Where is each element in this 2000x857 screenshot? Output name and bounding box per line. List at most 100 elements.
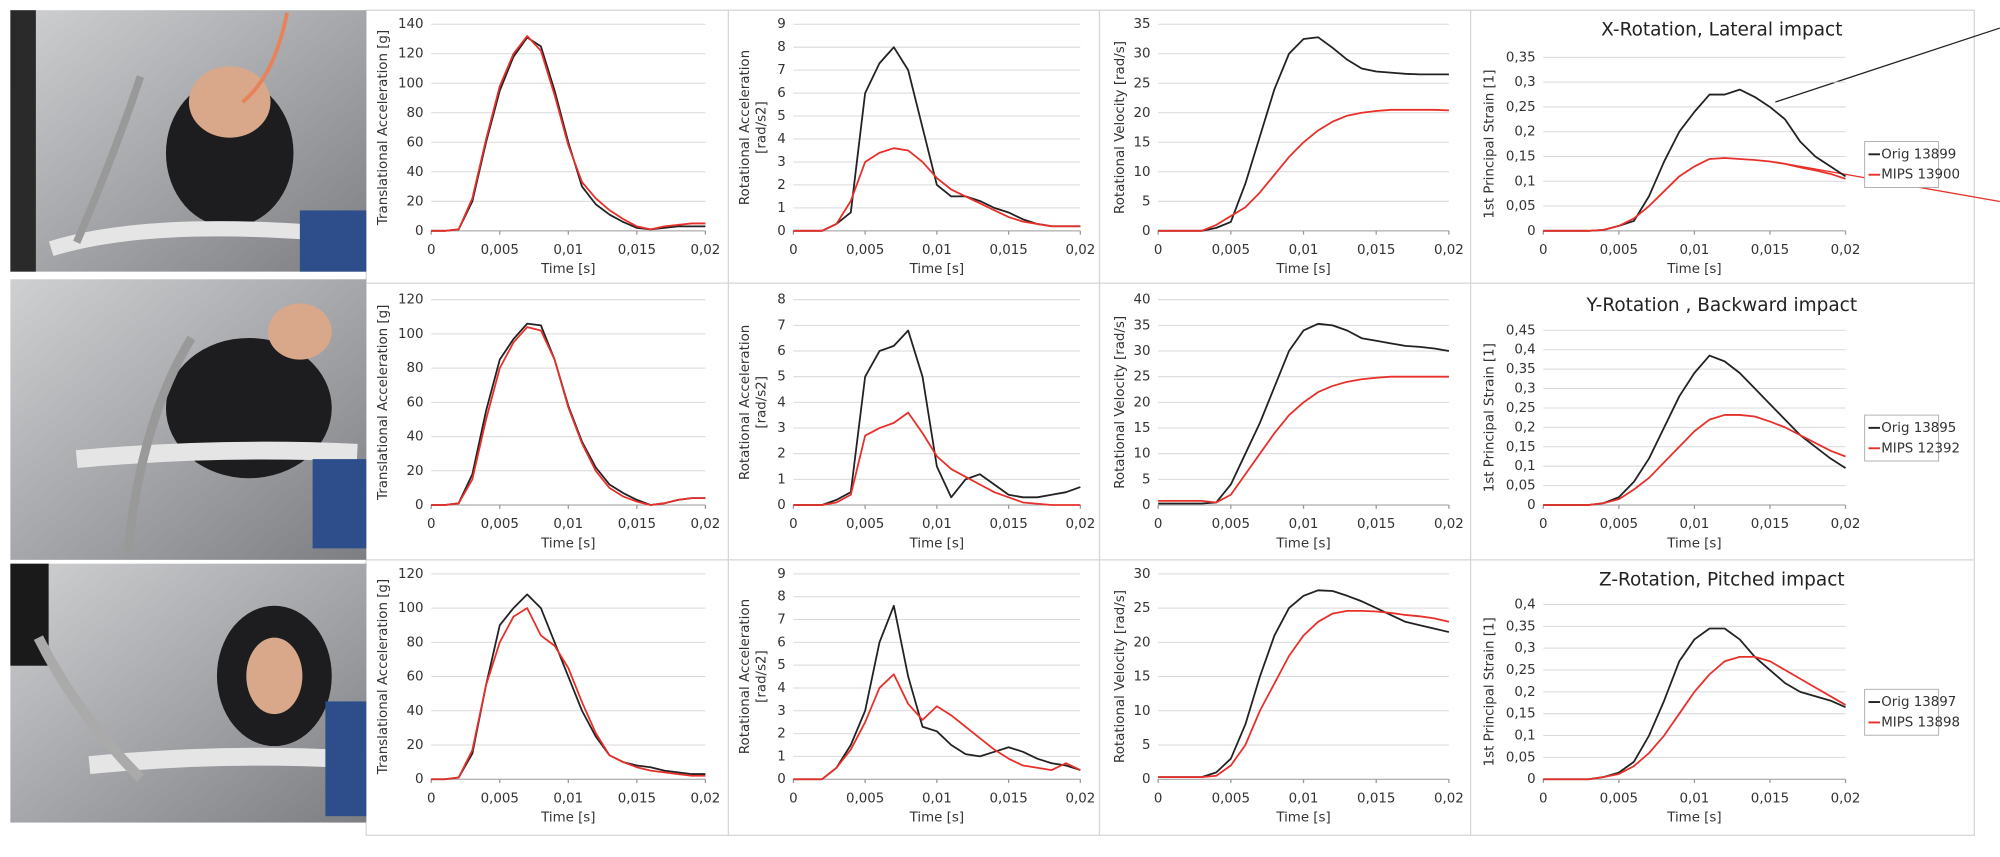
- legend-label: MIPS 12392: [1881, 441, 1960, 456]
- x-axis-label: Time [s]: [1275, 536, 1330, 551]
- y-tick-label: 0,15: [1506, 149, 1536, 164]
- photo-lateral: [10, 10, 367, 272]
- y-tick-label: 0,35: [1506, 50, 1536, 65]
- y-tick-label: 15: [1133, 670, 1150, 685]
- y-tick-label: 7: [777, 318, 786, 333]
- y-tick-label: 25: [1133, 601, 1150, 616]
- y-tick-label: 0,2: [1514, 420, 1535, 435]
- x-tick-label: 0,01: [553, 243, 583, 258]
- x-tick-label: 0,005: [1212, 243, 1250, 258]
- x-tick-label: 0,02: [691, 791, 721, 806]
- x-axis-label: Time [s]: [540, 810, 595, 825]
- x-tick-label: 0: [427, 517, 436, 532]
- y-tick-label: 4: [777, 395, 786, 410]
- x-tick-label: 0,015: [1751, 791, 1789, 806]
- x-tick-label: 0: [1539, 517, 1548, 532]
- y-tick-label: 0,05: [1506, 750, 1536, 765]
- y-axis-label: [rad/s2]: [755, 650, 770, 703]
- y-tick-label: 1: [777, 472, 786, 487]
- x-axis-label: Time [s]: [909, 262, 964, 277]
- y-tick-label: 8: [777, 293, 786, 308]
- y-axis-label: [rad/s2]: [755, 376, 770, 429]
- y-tick-label: 0,25: [1506, 401, 1536, 416]
- y-tick-label: 0,25: [1506, 100, 1536, 115]
- x-tick-label: 0,005: [1600, 243, 1638, 258]
- y-axis-label: Rotational Acceleration: [738, 599, 753, 754]
- legend-box: [1864, 414, 1940, 462]
- y-tick-label: 0,4: [1514, 597, 1535, 612]
- y-tick-label: 30: [1133, 344, 1150, 359]
- y-tick-label: 0: [1142, 224, 1151, 239]
- x-tick-label: 0,01: [922, 243, 952, 258]
- x-tick-label: 0,015: [618, 243, 656, 258]
- x-tick-label: 0,005: [1212, 791, 1250, 806]
- y-tick-label: 100: [398, 601, 424, 616]
- y-tick-label: 3: [777, 421, 786, 436]
- y-tick-label: 5: [1142, 472, 1151, 487]
- legend: Orig 13897 MIPS 13898: [1864, 688, 1960, 736]
- y-tick-label: 15: [1133, 421, 1150, 436]
- x-tick-label: 0: [1539, 791, 1548, 806]
- x-tick-label: 0,015: [1357, 791, 1395, 806]
- y-tick-label: 20: [1133, 106, 1150, 121]
- x-tick-label: 0,005: [846, 517, 884, 532]
- y-tick-label: 0: [1527, 224, 1536, 239]
- x-axis-label: Time [s]: [909, 810, 964, 825]
- data-line: [431, 326, 706, 506]
- x-tick-label: 0,02: [1065, 791, 1095, 806]
- y-tick-label: 10: [1133, 704, 1150, 719]
- data-line: [431, 35, 706, 232]
- y-tick-label: 0: [415, 224, 424, 239]
- y-tick-label: 6: [777, 635, 786, 650]
- y-tick-label: 6: [777, 344, 786, 359]
- y-axis-label: Rotational Acceleration: [738, 50, 753, 205]
- data-line: [431, 607, 706, 781]
- y-tick-label: 1: [777, 201, 786, 216]
- y-tick-label: 0,15: [1506, 707, 1536, 722]
- x-tick-label: 0,015: [618, 517, 656, 532]
- x-tick-label: 0,005: [481, 243, 519, 258]
- x-tick-label: 0,005: [481, 517, 519, 532]
- x-tick-label: 0: [427, 791, 436, 806]
- y-tick-label: 10: [1133, 447, 1150, 462]
- photo-pitched: [10, 563, 367, 823]
- data-line: [1158, 108, 1449, 232]
- data-line: [793, 604, 1081, 781]
- data-line: [1543, 88, 1847, 232]
- y-tick-label: 5: [1142, 738, 1151, 753]
- y-axis-label: Translational Acceleration [g]: [376, 305, 391, 501]
- x-tick-label: 0,005: [846, 791, 884, 806]
- chart-title: Y-Rotation , Backward impact: [1586, 295, 1858, 316]
- y-tick-label: 80: [407, 361, 424, 376]
- y-tick-label: 30: [1133, 47, 1150, 62]
- data-line: [1158, 36, 1449, 232]
- chart-title: X-Rotation, Lateral impact: [1601, 20, 1842, 41]
- y-tick-label: 80: [407, 635, 424, 650]
- y-tick-label: 0,05: [1506, 199, 1536, 214]
- y-tick-label: 1: [777, 749, 786, 764]
- y-tick-label: 8: [777, 40, 786, 55]
- y-tick-label: 35: [1133, 318, 1150, 333]
- legend-box: [1864, 688, 1940, 736]
- y-tick-label: 9: [777, 567, 786, 582]
- y-tick-label: 60: [407, 135, 424, 150]
- y-axis-label: Rotational Acceleration: [738, 325, 753, 480]
- legend-label: Orig 13897: [1881, 695, 1956, 710]
- y-axis-label: Rotational Velocity [rad/s]: [1113, 590, 1128, 763]
- chart-title: Z-Rotation, Pitched impact: [1599, 569, 1845, 590]
- y-tick-label: 7: [777, 63, 786, 78]
- y-tick-label: 30: [1133, 567, 1150, 582]
- y-tick-label: 0,05: [1506, 479, 1536, 494]
- x-tick-label: 0: [1539, 243, 1548, 258]
- x-tick-label: 0,01: [1680, 791, 1710, 806]
- y-axis-label: [rad/s2]: [755, 101, 770, 154]
- y-tick-label: 5: [777, 370, 786, 385]
- y-axis-label: Translational Acceleration [g]: [376, 30, 391, 226]
- y-tick-label: 35: [1133, 17, 1150, 32]
- y-tick-label: 6: [777, 86, 786, 101]
- y-tick-label: 60: [407, 395, 424, 410]
- y-tick-label: 40: [407, 430, 424, 445]
- x-tick-label: 0,02: [1434, 243, 1464, 258]
- legend: Orig 13899 MIPS 13900: [1864, 141, 1960, 188]
